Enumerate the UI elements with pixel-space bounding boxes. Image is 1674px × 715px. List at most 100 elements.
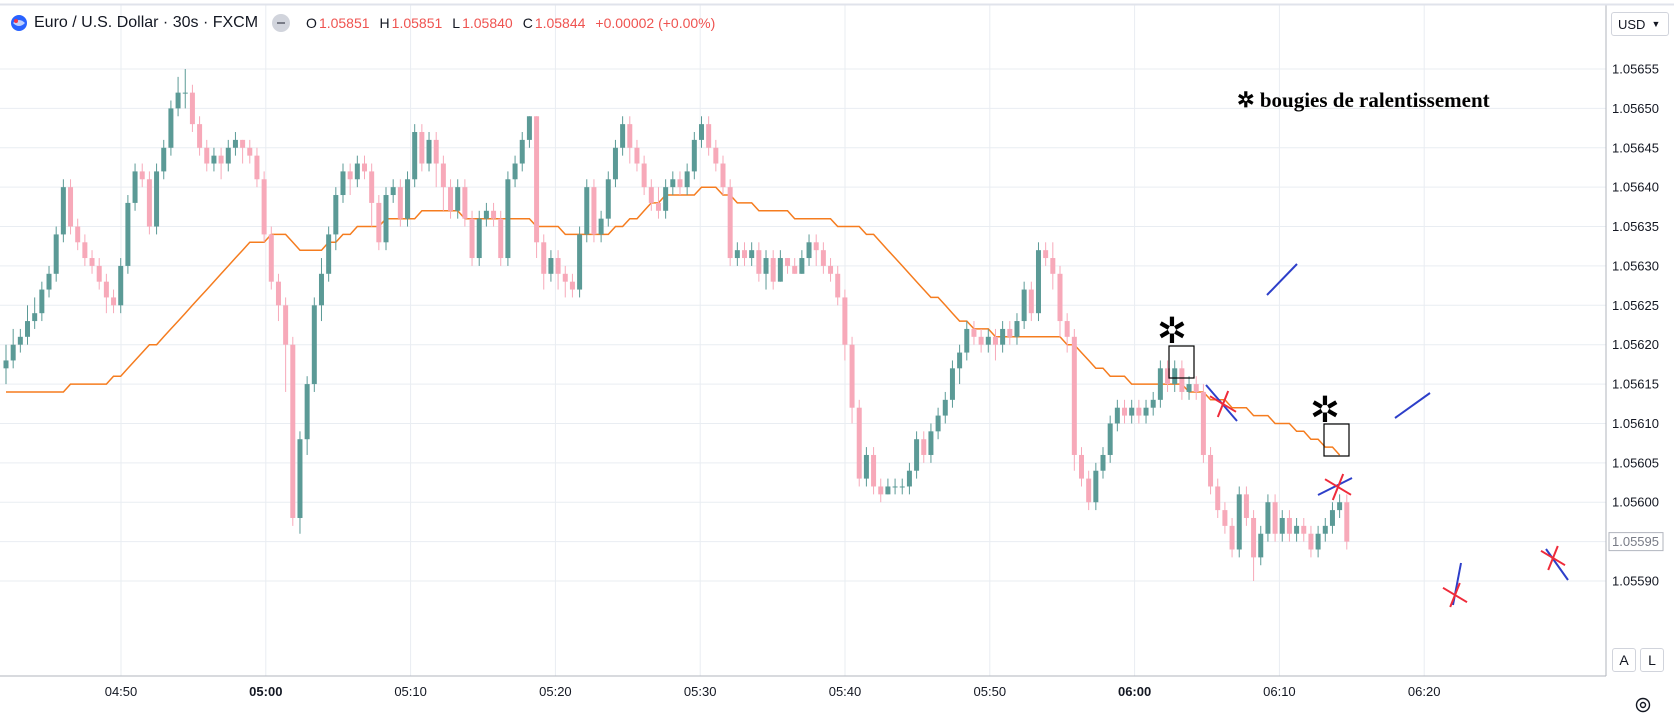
candle-down[interactable] (68, 179, 74, 235)
candle-down[interactable] (770, 250, 776, 290)
candle-up[interactable] (154, 163, 160, 235)
candle-up[interactable] (1337, 494, 1343, 518)
candle-up[interactable] (1172, 360, 1178, 392)
candle-down[interactable] (369, 163, 375, 227)
candle-up[interactable] (620, 116, 626, 156)
candle-up[interactable] (957, 344, 963, 385)
candle-up[interactable] (132, 163, 138, 211)
auto-scale-button[interactable]: A (1612, 648, 1636, 672)
candle-down[interactable] (1136, 399, 1142, 424)
candle-up[interactable] (354, 155, 360, 188)
candle-down[interactable] (419, 124, 425, 172)
candle-down[interactable] (835, 265, 841, 306)
candle-down[interactable] (261, 171, 267, 243)
candle-down[interactable] (448, 179, 454, 219)
candle-up[interactable] (1315, 525, 1321, 558)
candle-up[interactable] (1150, 391, 1156, 416)
candle-down[interactable] (569, 273, 575, 298)
candle-up[interactable] (318, 258, 324, 322)
candle-up[interactable] (333, 187, 339, 251)
candle-down[interactable] (1229, 517, 1235, 558)
candle-down[interactable] (978, 328, 984, 353)
candle-up[interactable] (390, 179, 396, 203)
candle-up[interactable] (942, 391, 948, 424)
candle-down[interactable] (562, 265, 568, 298)
candle-down[interactable] (1043, 242, 1049, 266)
candle-down[interactable] (785, 258, 791, 274)
candle-down[interactable] (792, 258, 798, 274)
candle-down[interactable] (1057, 265, 1063, 337)
candle-down[interactable] (1344, 494, 1350, 550)
candle-down[interactable] (1193, 376, 1199, 400)
candle-up[interactable] (799, 250, 805, 274)
candle-down[interactable] (491, 202, 497, 227)
candle-down[interactable] (878, 478, 884, 503)
candle-down[interactable] (992, 328, 998, 361)
candle-up[interactable] (1186, 376, 1192, 400)
candle-up[interactable] (168, 100, 174, 156)
candle-down[interactable] (397, 179, 403, 227)
candle-down[interactable] (96, 258, 102, 290)
candle-up[interactable] (1236, 486, 1242, 558)
candle-down[interactable] (641, 155, 647, 196)
candle-down[interactable] (655, 187, 661, 219)
candle-down[interactable] (469, 210, 475, 266)
candle-up[interactable] (777, 250, 783, 282)
candle-down[interactable] (189, 84, 195, 133)
candle-up[interactable] (548, 250, 554, 282)
candle-down[interactable] (1301, 517, 1307, 542)
annotation-text[interactable]: ✲ bougies de ralentissement (1237, 88, 1490, 112)
candle-up[interactable] (1265, 494, 1271, 542)
candle-down[interactable] (1079, 447, 1084, 487)
candle-up[interactable] (225, 139, 231, 172)
candle-up[interactable] (304, 376, 310, 455)
candle-up[interactable] (125, 195, 131, 274)
candle-down[interactable] (1200, 384, 1206, 463)
candle-down[interactable] (462, 179, 468, 227)
candle-down[interactable] (627, 116, 633, 164)
candle-down[interactable] (103, 273, 109, 314)
candle-up[interactable] (684, 163, 690, 196)
candle-up[interactable] (32, 297, 38, 329)
candle-down[interactable] (1007, 321, 1013, 345)
candle-down[interactable] (240, 139, 246, 164)
candle-down[interactable] (1308, 525, 1314, 558)
candle-down[interactable] (706, 116, 712, 156)
candle-up[interactable] (340, 163, 346, 203)
candle-up[interactable] (3, 344, 9, 385)
candles-layer[interactable] (3, 69, 1350, 581)
candle-down[interactable] (275, 273, 281, 322)
candle-down[interactable] (534, 116, 540, 259)
candle-up[interactable] (1129, 399, 1135, 424)
candle-down[interactable] (921, 431, 927, 463)
candle-up[interactable] (892, 478, 898, 495)
candle-down[interactable] (1122, 399, 1128, 424)
candle-up[interactable] (53, 226, 59, 282)
candle-down[interactable] (871, 447, 877, 495)
candle-up[interactable] (46, 265, 52, 298)
candle-up[interactable] (526, 116, 532, 148)
candle-up[interactable] (476, 210, 482, 266)
candle-down[interactable] (347, 163, 353, 196)
candle-up[interactable] (483, 202, 489, 227)
candle-up[interactable] (670, 171, 676, 196)
candle-up[interactable] (519, 132, 525, 172)
candle-down[interactable] (555, 250, 561, 290)
candle-up[interactable] (1322, 517, 1328, 542)
candle-up[interactable] (598, 210, 604, 243)
candle-down[interactable] (146, 171, 152, 235)
candle-up[interactable] (10, 328, 16, 369)
candle-down[interactable] (591, 179, 597, 243)
candle-down[interactable] (828, 258, 834, 282)
currency-button[interactable]: USD ▼ (1611, 12, 1669, 36)
candle-up[interactable] (60, 179, 66, 243)
candle-down[interactable] (498, 210, 504, 266)
candle-up[interactable] (311, 297, 317, 392)
candle-down[interactable] (742, 242, 748, 266)
candle-up[interactable] (1014, 313, 1020, 345)
red-cross-marker[interactable] (1540, 545, 1566, 571)
candle-down[interactable] (813, 234, 819, 266)
candle-down[interactable] (290, 336, 296, 526)
candle-up[interactable] (505, 171, 511, 266)
candle-down[interactable] (849, 336, 855, 424)
